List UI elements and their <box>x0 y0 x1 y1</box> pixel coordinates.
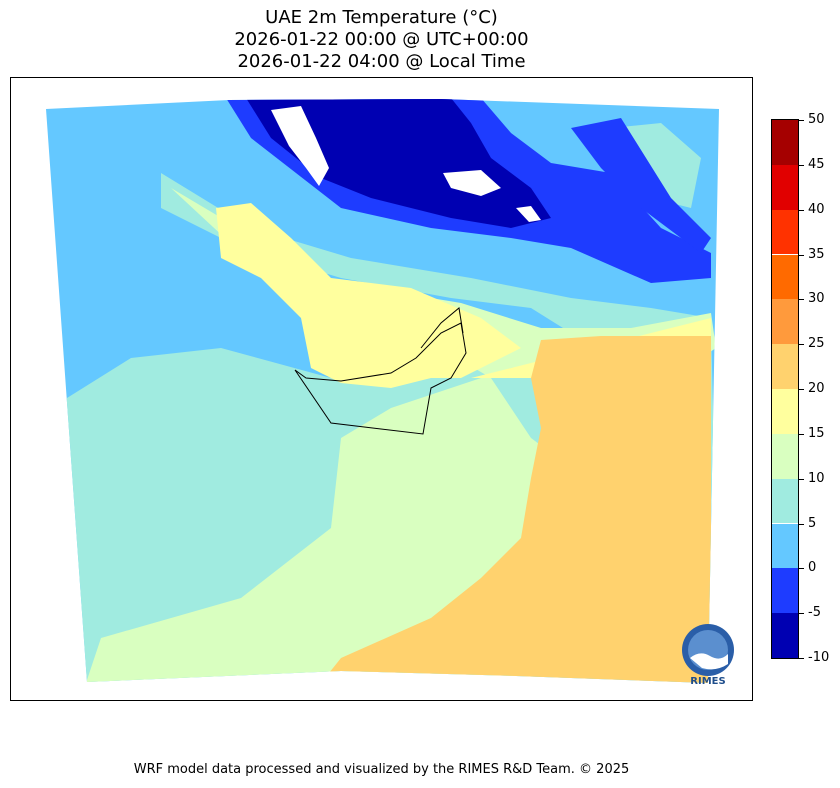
temperature-map <box>46 99 719 683</box>
colorbar-tick-label: 15 <box>808 425 825 441</box>
map-title: UAE 2m Temperature (°C) <box>265 7 498 28</box>
colorbar-tick-label: 30 <box>808 291 825 307</box>
colorbar-tick-label: 50 <box>808 112 825 127</box>
colorbar-segment <box>772 523 798 569</box>
rimes-logo: RIMES <box>676 620 740 690</box>
colorbar-tick-label: 40 <box>808 201 825 217</box>
colorbar-segment <box>772 120 798 165</box>
utc-time-label: 2026-01-22 00:00 @ UTC+00:00 <box>234 29 529 50</box>
colorbar-tick-label: 35 <box>808 246 825 262</box>
colorbar-tick-label: 25 <box>808 336 825 352</box>
colorbar-tick-label: 5 <box>808 515 817 531</box>
local-time-label: 2026-01-22 04:00 @ Local Time <box>237 51 526 72</box>
colorbar-tick <box>799 209 804 211</box>
rimes-globe-logo-icon <box>682 624 734 676</box>
map-panel <box>10 77 753 701</box>
colorbar-tick <box>799 568 804 570</box>
colorbar-segment <box>772 478 798 524</box>
colorbar-segment <box>772 344 798 389</box>
colorbar-segment <box>772 209 798 255</box>
colorbar-tick-label: 45 <box>808 156 825 172</box>
colorbar-tick-label: 10 <box>808 470 825 486</box>
zone-10-15 <box>81 188 716 683</box>
colorbar-tick <box>799 389 804 390</box>
zone-15-20 <box>216 203 521 388</box>
colorbar-tick-label: -5 <box>808 605 821 621</box>
colorbar <box>771 119 799 659</box>
colorbar-segment <box>772 164 798 210</box>
colorbar-tick <box>799 613 804 615</box>
rimes-logo-text: RIMES <box>690 676 726 687</box>
colorbar-tick <box>799 120 804 121</box>
colorbar-tick <box>799 299 804 301</box>
colorbar-tick <box>799 523 804 525</box>
colorbar-tick-label: 20 <box>808 381 825 396</box>
colorbar-segment <box>772 299 798 345</box>
colorbar-segment <box>772 613 798 658</box>
zone-minus10-minus5 <box>246 99 551 228</box>
colorbar-segment <box>772 433 798 479</box>
colorbar-tick <box>799 344 804 346</box>
colorbar-tick-label: 0 <box>808 560 817 576</box>
colorbar-tick <box>799 433 804 435</box>
colorbar-tick <box>799 164 804 166</box>
footer-credit: WRF model data processed and visualized … <box>133 762 630 777</box>
zone-20-25 <box>301 336 711 683</box>
colorbar-segment <box>772 254 798 300</box>
colorbar-segment <box>772 568 798 614</box>
colorbar-tick <box>799 478 804 480</box>
colorbar-segment <box>772 389 798 434</box>
colorbar-tick-label: -10 <box>808 650 830 665</box>
colorbar-tick <box>799 254 804 256</box>
colorbar-tick <box>799 658 804 659</box>
